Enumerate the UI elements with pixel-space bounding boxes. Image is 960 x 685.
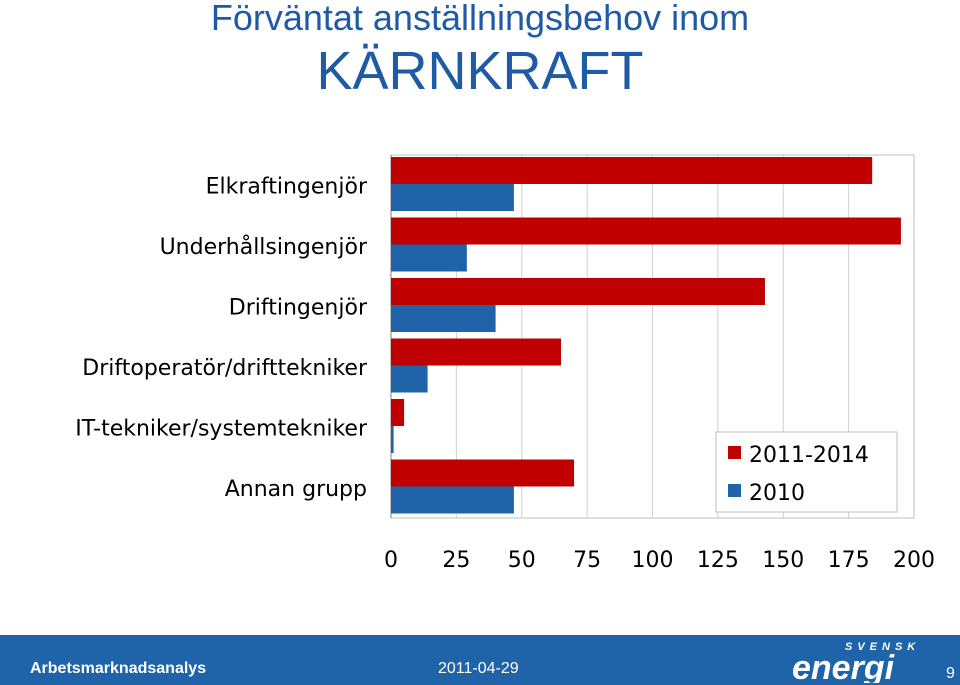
x-tick-label: 25: [442, 548, 470, 573]
bar-series1: [391, 459, 575, 487]
legend-swatch: [728, 446, 741, 459]
category-label: Underhållsingenjör: [160, 234, 368, 260]
logo-main-text: energi: [792, 649, 896, 683]
category-label: IT-tekniker/systemtekniker: [75, 416, 368, 441]
category-label: Driftingenjör: [229, 295, 368, 320]
x-tick-label: 75: [573, 548, 601, 573]
x-tick-label: 0: [384, 548, 398, 573]
bar-series1: [391, 338, 561, 366]
x-tick-label: 175: [828, 548, 870, 573]
page-title-line1: Förväntat anställningsbehov inom: [210, 0, 750, 38]
legend-swatch: [728, 484, 741, 497]
legend-box: [715, 431, 898, 513]
x-tick-label: 200: [893, 548, 935, 573]
x-tick-label: 150: [762, 548, 804, 573]
legend-label: 2010: [749, 481, 805, 506]
page-title-line2: KÄRNKRAFT: [316, 41, 644, 101]
bar-series1: [391, 217, 901, 245]
bar-chart: Elkraftingenjör Underhållsingenjör Driftin…: [75, 154, 935, 573]
footer-section-title: Arbetsmarknadsanalys: [30, 660, 207, 677]
x-tick-label: 125: [697, 548, 739, 573]
category-label: Annan grupp: [225, 477, 367, 502]
logo-top-text: SVENSK: [845, 641, 920, 653]
category-label: Driftoperatör/drifttekniker: [82, 356, 368, 381]
bar-series2: [391, 305, 496, 332]
svensk-energi-logo: SVENSK energi: [792, 641, 920, 683]
bar-series2: [391, 426, 394, 453]
bar-series1: [391, 278, 765, 305]
legend-label: 2011-2014: [749, 443, 869, 468]
bar-series2: [391, 184, 514, 211]
x-tick-label: 100: [632, 548, 674, 573]
page-number: 9: [946, 665, 955, 682]
bar-series2: [391, 486, 514, 514]
category-label: Elkraftingenjör: [206, 174, 368, 199]
bar-series1: [391, 157, 873, 184]
bar-series1: [391, 399, 405, 426]
x-tick-label: 50: [508, 548, 536, 573]
footer-bar: Arbetsmarknadsanalys 2011-04-29 SVENSK e…: [0, 635, 960, 685]
footer-date: 2011-04-29: [438, 660, 519, 677]
bar-series2: [391, 244, 467, 272]
bar-series2: [391, 365, 428, 393]
